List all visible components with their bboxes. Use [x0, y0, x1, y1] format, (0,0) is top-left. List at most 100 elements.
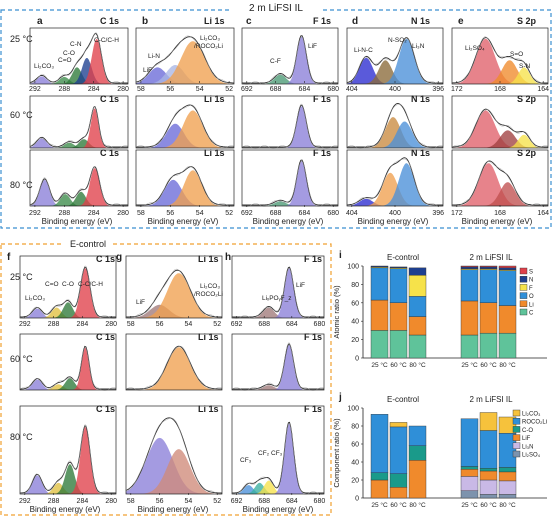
element-f-60: C 1s: [96, 332, 115, 342]
tick-label-h: 680: [314, 321, 326, 328]
plot-frame-c-1: [241, 95, 339, 149]
envelope-h-1: [232, 343, 324, 390]
fit-peak-f-0-3: [20, 268, 116, 318]
tick-label-g: 56: [156, 498, 164, 505]
tick-label-c: 692: [241, 86, 253, 93]
panel-letter-a: a: [37, 16, 43, 27]
fit-peak-h-1-1: [232, 345, 324, 390]
legend-label-j-3: LiF: [522, 436, 531, 442]
element-b-60: Li 1s: [204, 94, 225, 104]
fit-peak-f-1-2: [20, 378, 116, 390]
element-a-60: C 1s: [100, 94, 119, 104]
element-c-60: F 1s: [313, 94, 331, 104]
xps-spectrum-d-2: [346, 149, 444, 207]
bar-chart-i: i 0 20 40 60 80 100 Atomic ratio (%) E-control 2 …: [332, 250, 547, 369]
tick-label-g: 52: [213, 498, 221, 505]
bar-i-0-1: [370, 299, 389, 331]
group-label-econtrol-j: E-control: [387, 395, 419, 404]
bar-j-0-2: [370, 479, 389, 499]
tick-label-e: 172: [451, 210, 463, 217]
fit-peak-h-2-1: [232, 482, 324, 494]
xps-spectrum-c-0: [241, 27, 339, 85]
y-tick-label-i: 20: [351, 337, 359, 344]
y-tick-label-i: 40: [351, 319, 359, 326]
fit-peak-d-1-1: [347, 121, 443, 148]
tick-label-c: 684: [299, 86, 311, 93]
xps-spectrum-f-1: [19, 333, 117, 391]
bar-i-4-4: [479, 266, 498, 269]
tick-label-a: 288: [58, 210, 70, 217]
tick-label-d: 396: [432, 86, 444, 93]
fit-peak-a-0-0: [30, 76, 128, 84]
bar-i-0-4: [370, 265, 389, 268]
xps-spectrum-g-0: [125, 255, 223, 319]
plot-frame-h-1: [231, 333, 325, 391]
tick-label-d: 400: [389, 210, 401, 217]
tick-label-g: 54: [185, 498, 193, 505]
plot-frame-a-0: [29, 27, 129, 85]
fit-peak-a-2-2: [30, 191, 128, 206]
tick-label-h: 680: [314, 498, 326, 505]
xps-spectrum-f-0: [19, 255, 117, 319]
raw-data-d-0: [346, 38, 444, 85]
x-tick-label-i: 80 °C: [409, 361, 426, 369]
raw-data-h-1: [231, 342, 325, 391]
element-b-80: Li 1s: [204, 148, 225, 158]
fit-peak-d-2-1: [347, 172, 443, 206]
y-tick-label-j: 60: [351, 442, 359, 449]
x-tick-label-i: 60 °C: [480, 361, 497, 369]
bar-j-3-3: [460, 466, 479, 470]
plot-frame-e-0: [451, 27, 549, 85]
y-tick-label-j: 20: [351, 478, 359, 485]
fit-peak-b-0-2: [136, 41, 234, 84]
tick-label-h: 688: [258, 321, 270, 328]
bar-j-3-1: [460, 476, 479, 491]
bar-j-2-2: [408, 460, 427, 499]
fit-peak-b-2-0: [136, 179, 234, 206]
envelope-c-0: [242, 35, 338, 84]
element-h-60: F 1s: [304, 332, 322, 342]
tick-label-d: 404: [346, 86, 358, 93]
x-tick-label-i: 25 °C: [461, 361, 478, 369]
annot-d-linc: Li-N-C: [354, 47, 373, 54]
envelope-c-2: [242, 159, 338, 206]
legend-label-j-5: Li₂SO₄: [522, 453, 541, 459]
bar-i-3-0: [460, 334, 479, 359]
annot-a-cn: C-N: [70, 41, 82, 48]
temp-label-top-25: 25 °C: [10, 34, 33, 44]
legend-label-i-2: F: [529, 286, 533, 292]
fit-peak-g-2-1: [126, 449, 222, 494]
fit-peak-f-0-2: [20, 302, 116, 318]
tick-label-f: 280: [105, 498, 117, 505]
y-axis-label-j: Component ratio (%): [332, 418, 341, 488]
tick-label-e: 168: [494, 86, 506, 93]
raw-data-c-2: [241, 160, 339, 207]
y-tick-label-j: 100: [347, 406, 359, 413]
temp-label-bottom-80: 80 °C: [10, 432, 33, 442]
temp-label-bottom-25: 25 °C: [10, 272, 33, 282]
tick-label-e: 168: [494, 210, 506, 217]
fit-peak-c-1-0: [242, 106, 338, 148]
raw-data-g-1: [125, 345, 223, 391]
panel-element-a: C 1s: [100, 16, 119, 26]
xps-spectrum-a-2: [29, 149, 129, 207]
bar-j-4-3: [479, 468, 498, 472]
raw-data-b-0: [135, 35, 235, 85]
fit-peak-e-1-2: [452, 134, 548, 148]
bar-i-5-2: [498, 270, 517, 306]
raw-data-g-0: [125, 268, 223, 319]
tick-label-f: 288: [48, 321, 60, 328]
group-label-econtrol-i: E-control: [387, 253, 419, 262]
x-tick-label-j: 80 °C: [409, 501, 426, 509]
x-tick-label-i: 80 °C: [499, 361, 516, 369]
annot-d-nso2: N-SO₂: [388, 37, 407, 44]
bar-j-1-2: [389, 487, 408, 499]
tick-label-h: 692: [231, 498, 243, 505]
plot-frame-c-0: [241, 27, 339, 85]
bar-j-1-5: [389, 422, 408, 428]
fit-peak-f-2-0: [20, 475, 116, 494]
fit-peak-a-1-2: [30, 139, 128, 148]
xps-spectrum-d-0: [346, 27, 444, 85]
xps-spectrum-c-1: [241, 95, 339, 149]
annot-h-cf3-b: CF₃: [271, 450, 283, 457]
